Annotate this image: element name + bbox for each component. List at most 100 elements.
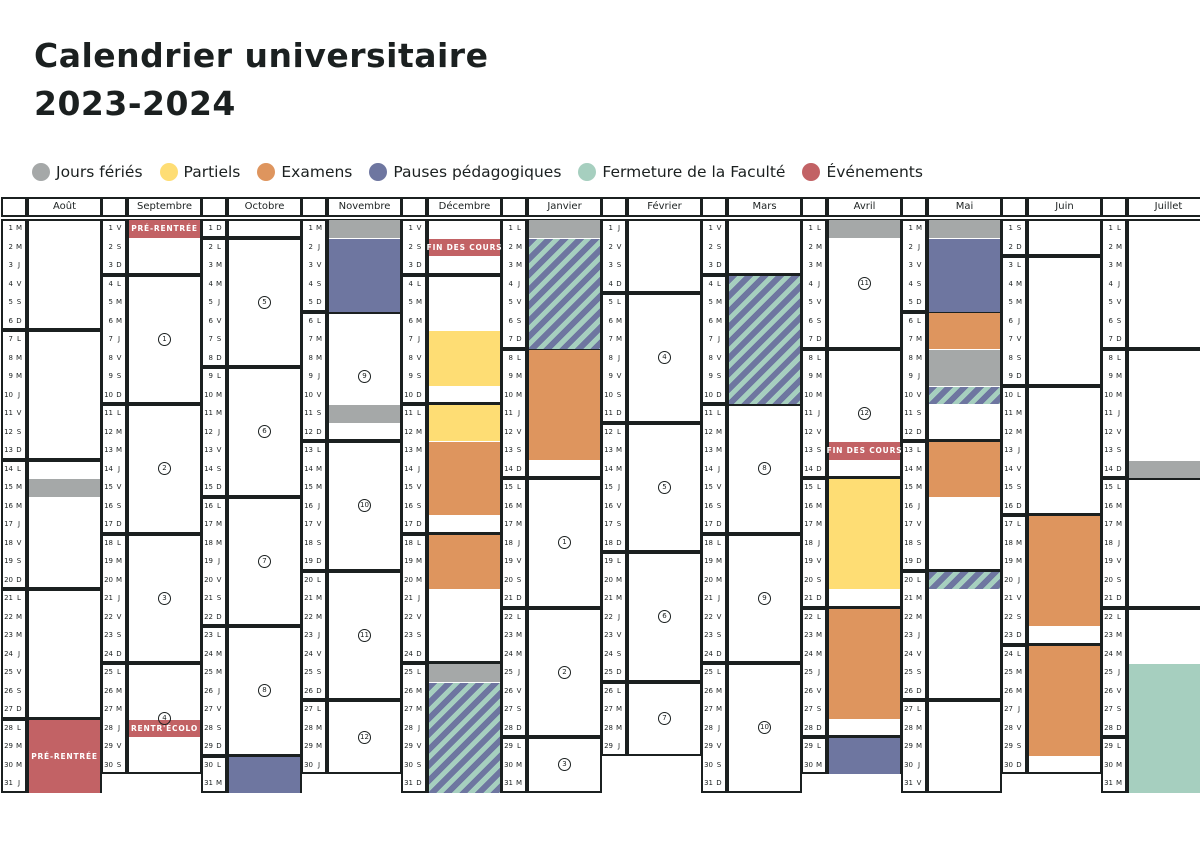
weekday-letter: J — [517, 668, 521, 676]
weekday-letter: S — [116, 631, 122, 639]
day-label: 11 D — [602, 404, 624, 422]
week-number-badge: 12 — [858, 406, 871, 420]
weekday-letter: D — [716, 390, 722, 399]
day-week-box — [701, 533, 727, 663]
weekday-letter: J — [417, 464, 421, 473]
day-number: 16 — [104, 501, 113, 510]
weekday-letter: S — [616, 390, 622, 399]
day-label: 21 M — [302, 589, 324, 607]
weekday-letter: M — [515, 760, 523, 769]
weekday-letter: M — [1115, 242, 1123, 251]
day-label: 16 V — [602, 497, 624, 515]
day-number: 19 — [304, 557, 313, 565]
day-number: 31 — [504, 779, 513, 787]
day-label: 19 L — [602, 552, 624, 570]
day-week-box — [501, 478, 527, 608]
day-label: 24 V — [902, 645, 924, 663]
weekday-letter: S — [516, 446, 522, 454]
weekday-letter: L — [117, 279, 121, 288]
day-number: 9 — [908, 372, 913, 380]
day-number: 30 — [304, 760, 313, 769]
day-label: 14 S — [202, 460, 224, 478]
day-label: 27 L — [902, 700, 924, 718]
weekday-letter: S — [416, 631, 422, 639]
day-number: 15 — [1004, 483, 1013, 491]
day-label: 11 V — [2, 404, 24, 422]
day-number: 16 — [4, 501, 13, 510]
weekday-letter: D — [216, 483, 222, 491]
day-number: 16 — [604, 501, 613, 510]
day-column-header — [101, 197, 127, 217]
day-number: 29 — [604, 742, 613, 750]
weekday-letter: M — [515, 520, 523, 528]
day-number: 18 — [904, 538, 913, 547]
day-number: 10 — [1004, 390, 1013, 399]
day-label: 29 V — [102, 737, 124, 755]
weekday-letter: S — [416, 760, 422, 769]
legend-label: Pauses pédagogiques — [393, 163, 562, 181]
day-label: 25 S — [302, 663, 324, 681]
day-label: 18 L — [402, 534, 424, 552]
day-label: 19 V — [802, 552, 824, 570]
weekday-letter: J — [1017, 446, 1021, 454]
day-number: 1 — [1008, 224, 1013, 232]
day-label: 18 J — [802, 534, 824, 552]
day-label: 21 J — [402, 589, 424, 607]
day-label: 22 M — [2, 608, 24, 626]
day-label: 27 L — [302, 700, 324, 718]
day-label: 13 S — [802, 441, 824, 459]
day-number: 19 — [604, 557, 613, 565]
day-label: 19 M — [702, 552, 724, 570]
day-number: 17 — [804, 520, 813, 528]
day-number: 11 — [904, 409, 913, 417]
weekday-letter: D — [16, 446, 22, 454]
day-number: 22 — [804, 612, 813, 621]
day-number: 6 — [1108, 316, 1113, 325]
week-box — [27, 219, 102, 330]
day-number: 27 — [704, 705, 713, 713]
day-number: 13 — [104, 446, 113, 454]
day-number: 23 — [804, 631, 813, 639]
weekday-letter: J — [17, 779, 21, 787]
day-label: 27 S — [802, 700, 824, 718]
day-number: 17 — [104, 520, 113, 528]
day-label: 14 D — [1102, 460, 1124, 478]
day-label: 11 J — [802, 404, 824, 422]
weekday-letter: D — [316, 298, 322, 306]
weekday-letter: V — [516, 427, 522, 436]
weekday-letter: M — [815, 520, 823, 528]
week-number-badge: 10 — [358, 499, 371, 513]
weekday-letter: M — [615, 723, 623, 732]
weekday-letter: L — [917, 446, 921, 454]
day-number: 4 — [408, 279, 413, 288]
day-number: 30 — [1004, 760, 1013, 769]
event-examens — [429, 442, 500, 515]
day-label: 15 V — [402, 478, 424, 496]
weekday-letter: S — [116, 760, 122, 769]
weekday-letter: J — [517, 409, 521, 417]
weekday-letter: M — [615, 575, 623, 584]
day-week-box — [301, 700, 327, 774]
day-label: 11 M — [1002, 404, 1024, 422]
day-number: 4 — [1008, 279, 1013, 288]
week-number-badge: 6 — [658, 610, 671, 624]
day-week-box — [201, 755, 227, 793]
weekday-letter: D — [116, 649, 122, 658]
weekday-letter: M — [1115, 501, 1123, 510]
month-header: Juin — [1027, 197, 1102, 217]
day-label: 11 M — [202, 404, 224, 422]
weekday-letter: S — [216, 464, 222, 473]
day-number: 20 — [604, 575, 613, 584]
day-label: 15 M — [902, 478, 924, 496]
day-label: 17 L — [1002, 515, 1024, 533]
